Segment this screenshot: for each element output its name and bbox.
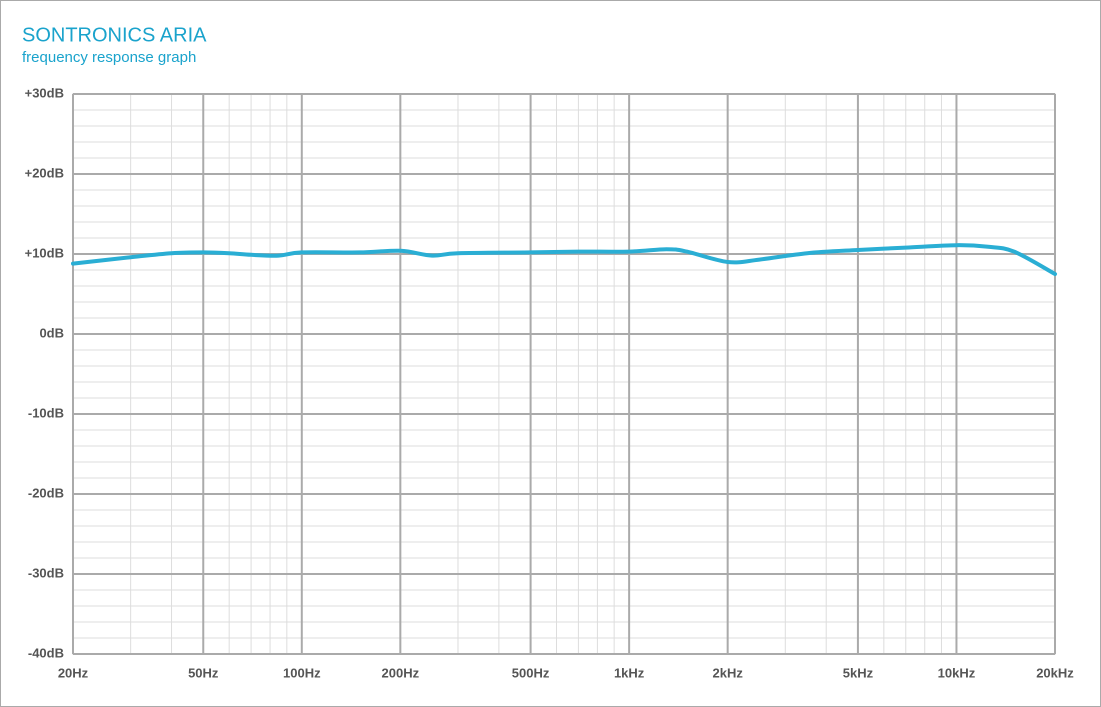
x-tick-label: 500Hz — [512, 665, 550, 680]
y-tick-label: +10dB — [25, 245, 64, 260]
y-tick-label: -20dB — [28, 485, 64, 500]
chart-title: SONTRONICS ARIA — [22, 24, 207, 46]
x-tick-label: 200Hz — [382, 665, 420, 680]
y-tick-label: -30dB — [28, 565, 64, 580]
x-tick-label: 5kHz — [843, 665, 874, 680]
x-tick-label: 50Hz — [188, 665, 219, 680]
y-tick-label: +20dB — [25, 165, 64, 180]
x-tick-label: 2kHz — [712, 665, 743, 680]
x-tick-label: 1kHz — [614, 665, 645, 680]
y-tick-label: -10dB — [28, 405, 64, 420]
response-line — [71, 243, 1057, 276]
plot-area — [72, 93, 1056, 655]
x-tick-label: 20kHz — [1036, 665, 1074, 680]
plot — [71, 243, 1057, 276]
x-tick-label: 10kHz — [938, 665, 976, 680]
y-tick-label: -40dB — [28, 645, 64, 660]
chart-subtitle: frequency response graph — [22, 49, 196, 66]
grid: -40dB -30dB -20dB -10dB 0dB +10dB +20dB +30dB 20… — [25, 85, 1075, 680]
y-tick-label: 0dB — [39, 325, 64, 340]
x-tick-label: 100Hz — [283, 665, 321, 680]
y-tick-label: +30dB — [25, 85, 64, 100]
x-tick-label: 20Hz — [58, 665, 89, 680]
